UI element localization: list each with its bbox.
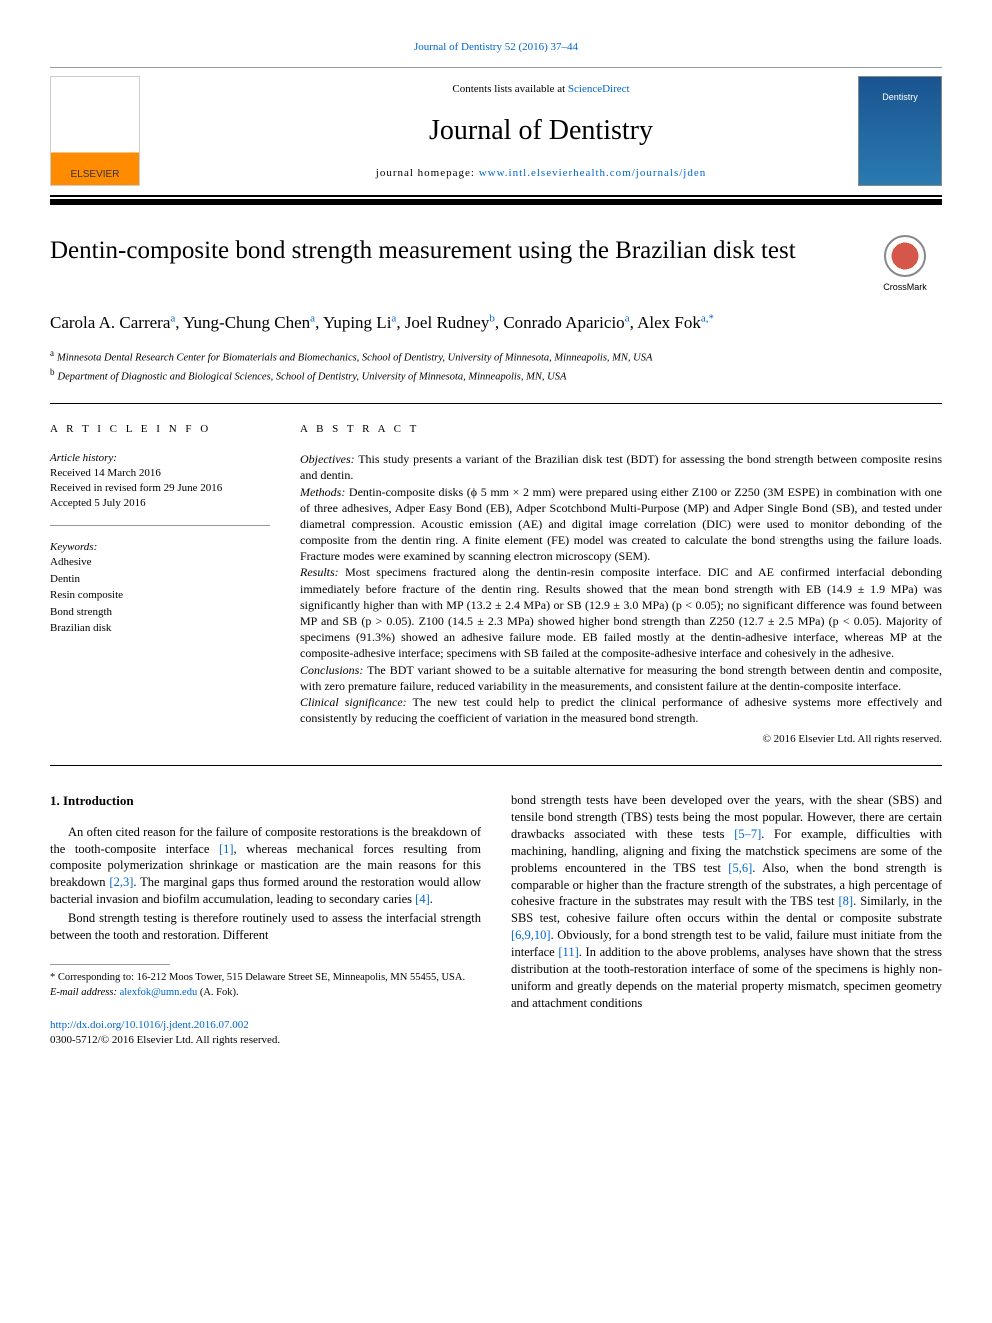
keyword: Dentin — [50, 571, 270, 588]
author-name: Conrado Aparicio — [503, 313, 624, 332]
citation-link[interactable]: [5–7] — [734, 827, 761, 841]
keyword: Brazilian disk — [50, 620, 270, 637]
affiliation-line: bDepartment of Diagnostic and Biological… — [50, 366, 942, 385]
results-label: Results: — [300, 565, 339, 579]
journal-reference-line: Journal of Dentistry 52 (2016) 37–44 — [50, 40, 942, 55]
contents-line: Contents lists available at ScienceDirec… — [240, 82, 842, 97]
contents-prefix: Contents lists available at — [452, 83, 567, 95]
elsevier-logo[interactable]: ELSEVIER — [50, 76, 140, 186]
results-text: Most specimens fractured along the denti… — [300, 565, 942, 660]
email-suffix: (A. Fok). — [197, 987, 238, 998]
title-row: Dentin-composite bond strength measureme… — [50, 235, 942, 293]
author-affil-sup: a — [625, 312, 630, 324]
paragraph: Bond strength testing is therefore routi… — [50, 910, 481, 944]
methods-text: Dentin-composite disks (ϕ 5 mm × 2 mm) w… — [300, 485, 942, 564]
corresponding-footnote: * Corresponding to: 16-212 Moos Tower, 5… — [50, 971, 481, 986]
paragraph: bond strength tests have been developed … — [511, 792, 942, 1011]
citation-link[interactable]: [1] — [219, 842, 234, 856]
citation-link[interactable]: [8] — [839, 894, 854, 908]
author-name: Alex Fok — [637, 313, 701, 332]
footnote-rule — [50, 964, 170, 965]
email-footnote: E-mail address: alexfok@umn.edu (A. Fok)… — [50, 986, 481, 1001]
homepage-line: journal homepage: www.intl.elsevierhealt… — [240, 166, 842, 181]
section-heading-introduction: 1. Introduction — [50, 792, 481, 810]
body-columns: 1. Introduction An often cited reason fo… — [50, 792, 942, 1048]
doi-line: http://dx.doi.org/10.1016/j.jdent.2016.0… — [50, 1018, 481, 1033]
citation-link[interactable]: [4] — [415, 892, 430, 906]
journal-name: Journal of Dentistry — [240, 112, 842, 150]
abstract-conclusions: Conclusions: The BDT variant showed to b… — [300, 662, 942, 694]
affiliation-line: aMinnesota Dental Research Center for Bi… — [50, 347, 942, 366]
author-affil-sup: a,* — [701, 312, 714, 324]
abstract-objectives: Objectives: This study presents a varian… — [300, 451, 942, 483]
abstract-methods: Methods: Dentin-composite disks (ϕ 5 mm … — [300, 484, 942, 565]
copyright-line: 0300-5712/© 2016 Elsevier Ltd. All right… — [50, 1033, 481, 1048]
methods-label: Methods: — [300, 485, 345, 499]
history-label: Article history: — [50, 451, 270, 466]
author-affil-sup: a — [391, 312, 396, 324]
citation-link[interactable]: [11] — [558, 945, 578, 959]
abstract-heading: A B S T R A C T — [300, 422, 942, 437]
crossmark-badge[interactable]: CrossMark — [868, 235, 942, 293]
author-name: Yuping Li — [323, 313, 391, 332]
keywords-label: Keywords: — [50, 540, 270, 555]
author-name: Yung-Chung Chen — [183, 313, 310, 332]
conclusions-text: The BDT variant showed to be a suitable … — [300, 663, 942, 693]
abstract-clinical: Clinical significance: The new test coul… — [300, 694, 942, 726]
masthead-center: Contents lists available at ScienceDirec… — [140, 82, 942, 181]
conclusions-label: Conclusions: — [300, 663, 363, 677]
author-affil-sup: a — [310, 312, 315, 324]
objectives-text: This study presents a variant of the Bra… — [300, 452, 942, 482]
crossmark-icon — [884, 235, 926, 277]
text-run: . — [430, 892, 433, 906]
article-info-heading: A R T I C L E I N F O — [50, 422, 270, 437]
citation-link[interactable]: [2,3] — [109, 875, 133, 889]
paragraph: An often cited reason for the failure of… — [50, 824, 481, 908]
objectives-label: Objectives: — [300, 452, 355, 466]
author-affil-sup: b — [489, 312, 495, 324]
keyword: Bond strength — [50, 604, 270, 621]
history-accepted: Accepted 5 July 2016 — [50, 496, 270, 511]
body-column-right: bond strength tests have been developed … — [511, 792, 942, 1048]
author-name: Carola A. Carrera — [50, 313, 170, 332]
info-divider — [50, 525, 270, 526]
affiliations: aMinnesota Dental Research Center for Bi… — [50, 347, 942, 386]
history-received: Received 14 March 2016 — [50, 466, 270, 481]
authors-line: Carola A. Carreraa, Yung-Chung Chena, Yu… — [50, 311, 942, 335]
doi-link[interactable]: http://dx.doi.org/10.1016/j.jdent.2016.0… — [50, 1019, 249, 1031]
masthead-rule — [50, 199, 942, 205]
page-container: Journal of Dentistry 52 (2016) 37–44 ELS… — [0, 0, 992, 1088]
citation-link[interactable]: [5,6] — [728, 861, 752, 875]
keyword: Resin composite — [50, 587, 270, 604]
abstract-copyright: © 2016 Elsevier Ltd. All rights reserved… — [300, 732, 942, 747]
masthead: ELSEVIER Contents lists available at Sci… — [50, 67, 942, 197]
sciencedirect-link[interactable]: ScienceDirect — [568, 83, 630, 95]
clinical-label: Clinical significance: — [300, 695, 407, 709]
author-name: Joel Rudney — [405, 313, 490, 332]
divider-rule — [50, 403, 942, 404]
author-affil-sup: a — [170, 312, 175, 324]
homepage-label: journal homepage: — [376, 167, 479, 179]
keyword: Adhesive — [50, 554, 270, 571]
keywords-list: Adhesive Dentin Resin composite Bond str… — [50, 554, 270, 637]
history-revised: Received in revised form 29 June 2016 — [50, 481, 270, 496]
article-info-column: A R T I C L E I N F O Article history: R… — [50, 422, 270, 747]
email-label: E-mail address: — [50, 987, 120, 998]
citation-link[interactable]: [6,9,10] — [511, 928, 551, 942]
abstract-column: A B S T R A C T Objectives: This study p… — [300, 422, 942, 747]
abstract-results: Results: Most specimens fractured along … — [300, 564, 942, 661]
crossmark-label: CrossMark — [883, 281, 927, 293]
info-abstract-row: A R T I C L E I N F O Article history: R… — [50, 422, 942, 747]
journal-cover-thumbnail[interactable]: Dentistry — [858, 76, 942, 186]
journal-reference-link[interactable]: Journal of Dentistry 52 (2016) 37–44 — [414, 41, 578, 53]
body-column-left: 1. Introduction An often cited reason fo… — [50, 792, 481, 1048]
homepage-link[interactable]: www.intl.elsevierhealth.com/journals/jde… — [479, 167, 707, 179]
article-title: Dentin-composite bond strength measureme… — [50, 235, 848, 266]
email-link[interactable]: alexfok@umn.edu — [120, 987, 198, 998]
divider-rule — [50, 765, 942, 766]
